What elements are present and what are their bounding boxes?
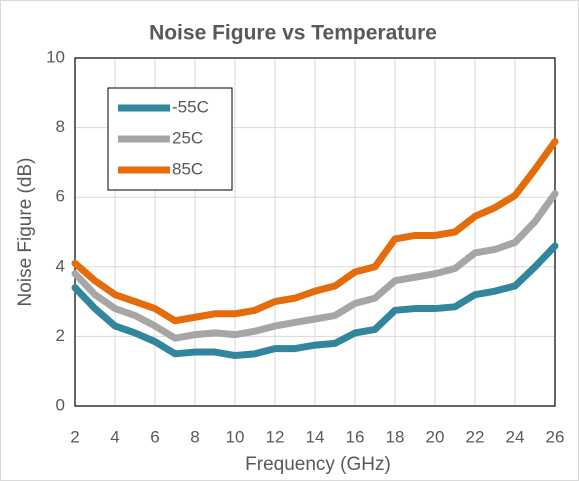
x-tick-label: 18 <box>386 427 405 446</box>
legend-label: 85C <box>172 159 203 178</box>
line-series <box>71 190 559 342</box>
y-tick-label: 0 <box>56 395 65 414</box>
x-tick-label: 12 <box>266 427 285 446</box>
legend-label: 25C <box>172 128 203 147</box>
x-tick-label: 22 <box>466 427 485 446</box>
line-series <box>71 138 559 325</box>
chart-title: Noise Figure vs Temperature <box>149 22 437 45</box>
plot-border <box>74 57 556 407</box>
y-axis-title: Noise Figure (dB) <box>15 158 36 307</box>
y-tick-label: 2 <box>56 326 65 345</box>
y-tick-label: 8 <box>56 117 65 136</box>
legend-label: -55C <box>172 97 209 116</box>
line-series <box>71 242 559 360</box>
x-tick-label: 6 <box>150 427 159 446</box>
y-tick-label: 6 <box>56 187 65 206</box>
y-tick-label: 10 <box>46 47 65 66</box>
x-tick-label: 14 <box>306 427 325 446</box>
x-tick-label: 2 <box>70 427 79 446</box>
x-tick-label: 4 <box>110 427 119 446</box>
x-axis-title: Frequency (GHz) <box>245 454 391 475</box>
x-tick-label: 24 <box>506 427 525 446</box>
x-tick-label: 10 <box>226 427 245 446</box>
x-tick-label: 8 <box>190 427 199 446</box>
x-tick-label: 16 <box>346 427 365 446</box>
y-tick-label: 4 <box>56 256 65 275</box>
x-tick-label: 26 <box>546 427 565 446</box>
x-tick-label: 20 <box>426 427 445 446</box>
